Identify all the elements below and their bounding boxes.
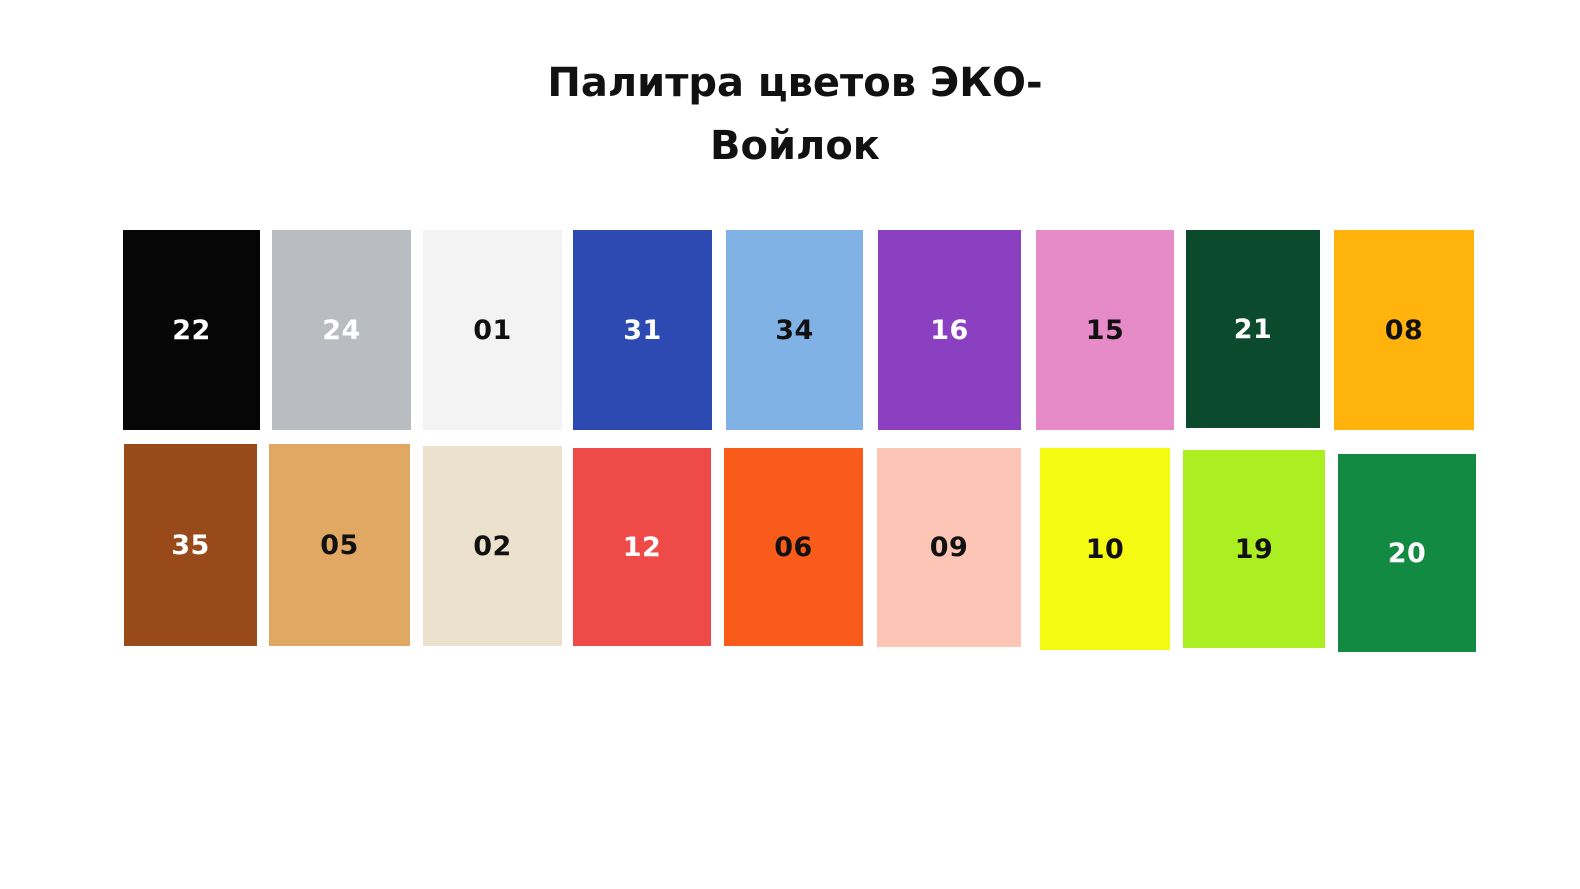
color-swatch-08: 08 (1334, 230, 1474, 430)
swatch-number: 16 (930, 314, 969, 346)
swatch-number: 10 (1085, 533, 1125, 565)
title-line-2: Войлок (710, 123, 880, 169)
color-swatch-05: 05 (269, 444, 410, 646)
swatch-number: 09 (929, 532, 969, 563)
swatch-number: 21 (1233, 313, 1273, 345)
color-swatch-34: 34 (726, 230, 863, 430)
color-swatch-35: 35 (124, 444, 257, 646)
swatch-number: 12 (622, 531, 662, 563)
swatch-number: 06 (774, 531, 813, 563)
color-swatch-15: 15 (1036, 230, 1174, 430)
color-swatch-20: 20 (1338, 454, 1476, 652)
swatch-number: 05 (320, 529, 359, 561)
swatch-number: 35 (171, 529, 210, 561)
swatch-number: 01 (473, 314, 512, 346)
color-swatch-21: 21 (1186, 230, 1320, 428)
color-swatch-19: 19 (1183, 450, 1325, 648)
color-swatch-06: 06 (724, 448, 863, 646)
color-swatch-12: 12 (573, 448, 711, 646)
color-swatch-10: 10 (1040, 448, 1170, 650)
swatch-number: 34 (775, 314, 814, 346)
color-swatch-01: 01 (423, 230, 562, 430)
title-line-1: Палитра цветов ЭКО- (547, 60, 1043, 106)
swatch-number: 20 (1387, 537, 1427, 569)
swatch-number: 02 (473, 530, 512, 562)
swatch-number: 31 (623, 314, 662, 346)
swatch-number: 22 (172, 314, 211, 346)
color-swatch-31: 31 (573, 230, 712, 430)
color-swatch-16: 16 (878, 230, 1021, 430)
swatch-number: 24 (322, 314, 361, 346)
color-swatch-02: 02 (423, 446, 562, 646)
swatch-number: 19 (1234, 533, 1274, 565)
color-swatch-22: 22 (123, 230, 260, 430)
color-swatch-09: 09 (877, 448, 1021, 647)
swatch-number: 08 (1384, 314, 1424, 346)
swatch-number: 15 (1085, 314, 1125, 346)
color-swatch-24: 24 (272, 230, 411, 430)
